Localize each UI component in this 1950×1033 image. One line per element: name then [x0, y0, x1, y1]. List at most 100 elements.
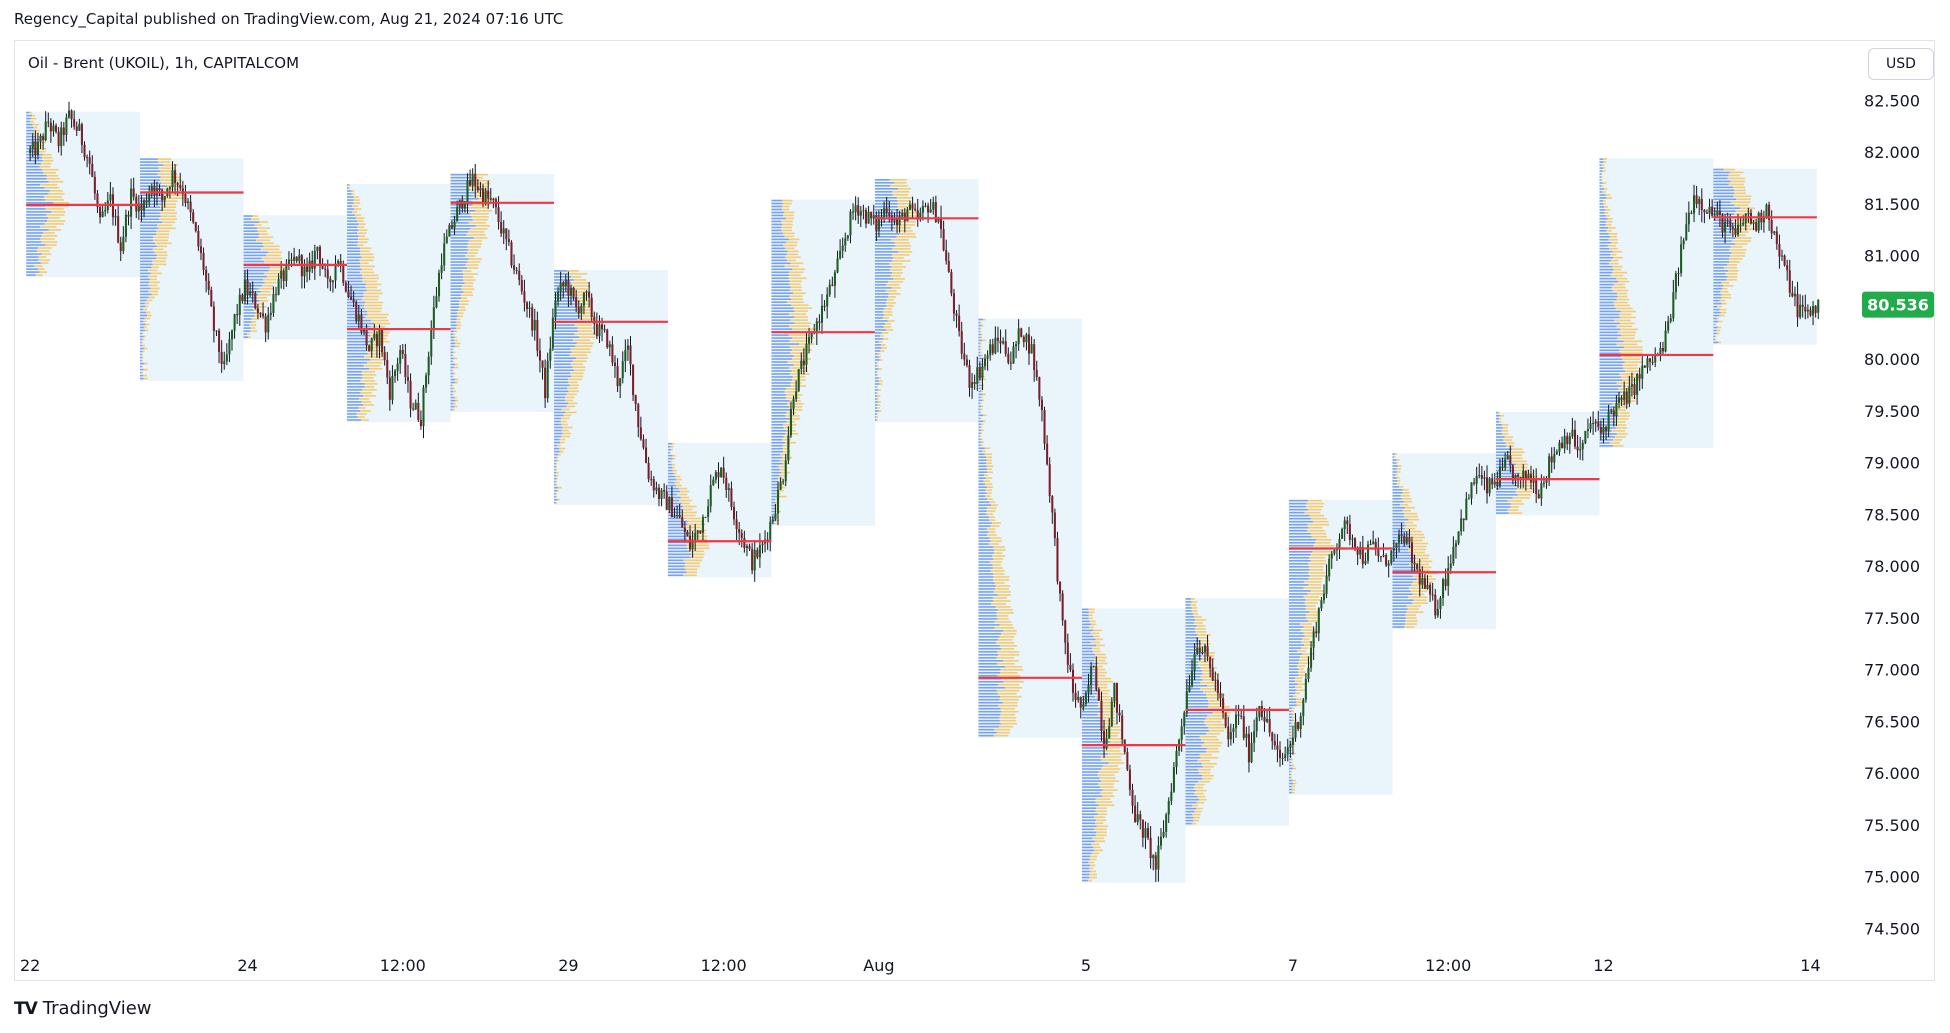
profile-bar-buy — [978, 405, 982, 408]
profile-bar-buy — [554, 273, 570, 275]
candle-up — [1159, 836, 1163, 846]
profile-bar-buy — [978, 719, 1000, 722]
published-line: Regency_Capital published on TradingView… — [14, 10, 564, 28]
profile-bar-buy — [978, 573, 993, 575]
profile-bar-buy — [978, 555, 993, 557]
profile-bar-sell — [789, 289, 802, 292]
profile-bar-sell — [1093, 816, 1106, 819]
profile-bar-sell — [670, 460, 673, 463]
candle-up — [924, 205, 927, 207]
candle-down — [520, 280, 523, 292]
profile-bar-sell — [876, 386, 878, 388]
candle-up — [425, 375, 428, 388]
profile-bar-buy — [1288, 695, 1294, 698]
profile-bar-buy — [978, 642, 997, 644]
profile-bar-sell — [1619, 349, 1643, 352]
profile-bar-buy — [140, 197, 163, 200]
candle-down — [888, 212, 891, 216]
profile-bar-buy — [1713, 198, 1737, 201]
profile-bar-buy — [1599, 397, 1622, 399]
candle-up — [1793, 293, 1796, 297]
profile-bar-buy — [771, 289, 790, 292]
profile-bar-buy — [1599, 439, 1613, 441]
profile-bar-sell — [1512, 448, 1523, 450]
candle-up — [1669, 318, 1672, 322]
profile-bar-sell — [1612, 403, 1628, 405]
profile-bar-buy — [978, 570, 991, 572]
profile-bar-sell — [37, 150, 46, 153]
candle-down — [1511, 465, 1514, 481]
profile-bar-sell — [897, 203, 915, 205]
profile-bar-buy — [1713, 329, 1717, 332]
profile-bar-buy — [450, 369, 453, 372]
profile-bar-buy — [450, 291, 464, 293]
profile-bar-buy — [1288, 520, 1314, 523]
candle-down — [153, 186, 156, 196]
profile-bar-buy — [978, 327, 981, 330]
profile-bar-sell — [779, 495, 787, 498]
profile-bar-buy — [450, 387, 453, 390]
profile-bar-sell — [985, 477, 993, 479]
profile-bar-sell — [982, 450, 986, 453]
profile-bar-sell — [1624, 346, 1643, 349]
profile-bar-sell — [683, 559, 703, 562]
profile-bar-sell — [1097, 713, 1115, 716]
profile-bar-buy — [1713, 204, 1735, 207]
profile-bar-sell — [1208, 726, 1227, 729]
x-tick-label: 12:00 — [701, 956, 747, 975]
profile-bar-buy — [1495, 506, 1511, 508]
candle-down — [1734, 228, 1737, 235]
profile-bar-sell — [792, 268, 806, 271]
candle-down — [1048, 464, 1051, 497]
candle-up — [673, 516, 676, 518]
candle-down — [1778, 244, 1781, 257]
profile-bar-buy — [978, 384, 982, 387]
profile-bar-buy — [874, 185, 890, 187]
profile-bar-buy — [978, 540, 991, 542]
candle-up — [1698, 198, 1701, 205]
candle-up — [1558, 442, 1561, 452]
profile-bar-sell — [671, 442, 675, 445]
profile-bar-buy — [140, 257, 156, 260]
profile-bar-sell — [37, 250, 50, 252]
profile-bar-sell — [784, 265, 799, 268]
candle-up — [1310, 647, 1313, 668]
profile-bar-buy — [1495, 457, 1512, 460]
profile-bar-sell — [1620, 310, 1636, 313]
profile-bar-sell — [1310, 532, 1327, 535]
profile-bar-sell — [789, 280, 802, 283]
profile-bar-sell — [369, 358, 384, 361]
profile-bar-buy — [347, 364, 364, 367]
profile-bar-sell — [152, 248, 164, 251]
candle-up — [357, 315, 360, 322]
profile-bar-buy — [1288, 538, 1317, 541]
footer-brand[interactable]: TV TradingView — [14, 998, 152, 1019]
profile-bar-sell — [994, 582, 1005, 584]
profile-bar-sell — [43, 196, 63, 198]
profile-bar-sell — [981, 378, 986, 381]
profile-bar-sell — [996, 731, 1011, 734]
profile-bar-buy — [771, 471, 782, 474]
currency-button[interactable]: USD — [1868, 48, 1934, 80]
profile-bar-buy — [667, 559, 684, 562]
candle-up — [1082, 704, 1085, 708]
profile-bar-buy — [1185, 694, 1207, 696]
profile-bar-buy — [771, 334, 789, 336]
profile-bar-buy — [554, 402, 569, 405]
candle-up — [1113, 682, 1116, 702]
profile-bar-sell — [1511, 457, 1523, 460]
profile-bar-sell — [357, 232, 367, 234]
profile-bar-buy — [347, 190, 352, 192]
profile-bar-sell — [563, 414, 572, 417]
profile-bar-sell — [555, 468, 558, 471]
candle-down — [593, 316, 596, 324]
x-tick-label: 22 — [20, 956, 40, 975]
profile-bar-buy — [874, 239, 891, 241]
profile-bar-buy — [1185, 637, 1199, 639]
candle-down — [318, 246, 322, 264]
tradingview-logo-icon: TV — [14, 998, 38, 1019]
profile-bar-sell — [1095, 810, 1107, 813]
profile-bar-sell — [48, 217, 61, 219]
profile-bar-sell — [454, 363, 458, 366]
